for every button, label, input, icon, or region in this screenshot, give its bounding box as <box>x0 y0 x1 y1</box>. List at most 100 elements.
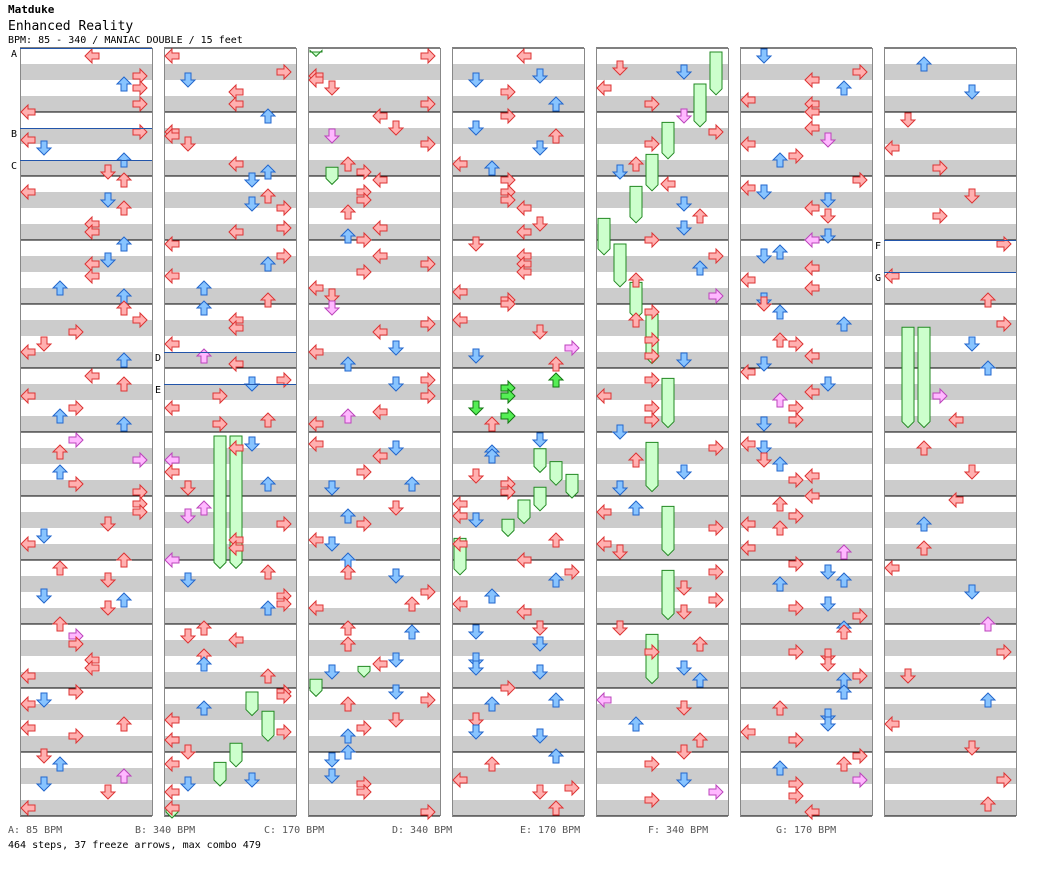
step-arrow <box>483 588 501 604</box>
beat-stripe <box>884 256 1016 272</box>
step-arrow <box>740 723 756 741</box>
step-arrow <box>115 300 133 316</box>
beat-stripe <box>884 608 1016 624</box>
step-arrow <box>564 779 580 797</box>
bpm-marker-e: E <box>155 385 161 396</box>
step-arrow <box>195 500 213 516</box>
step-arrow <box>99 192 117 208</box>
step-arrow <box>372 107 388 125</box>
step-arrow <box>788 731 804 749</box>
step-arrow <box>323 288 341 304</box>
step-arrow <box>467 468 485 484</box>
step-arrow <box>979 360 997 376</box>
step-arrow <box>963 464 981 480</box>
step-arrow <box>835 544 853 560</box>
step-arrow <box>452 595 468 613</box>
step-arrow <box>708 439 724 457</box>
step-arrow <box>771 760 789 776</box>
beat-stripe <box>596 800 728 816</box>
step-arrow <box>99 600 117 616</box>
step-arrow <box>771 332 789 348</box>
beat-stripe <box>884 288 1016 304</box>
step-arrow <box>675 108 693 124</box>
freeze-arrow <box>645 441 659 493</box>
beat-stripe <box>20 288 152 304</box>
beat-stripe <box>20 384 152 400</box>
beat-stripe <box>164 128 296 144</box>
step-arrow <box>323 300 341 316</box>
step-arrow <box>372 219 388 237</box>
step-arrow <box>740 515 756 533</box>
step-arrow <box>356 231 372 249</box>
step-arrow <box>452 311 468 329</box>
step-arrow <box>51 464 69 480</box>
song-title: Enhanced Reality <box>8 19 134 34</box>
step-arrow <box>547 128 565 144</box>
step-arrow <box>35 336 53 352</box>
step-arrow <box>164 755 180 773</box>
step-arrow <box>99 164 117 180</box>
freeze-arrow <box>213 761 227 787</box>
step-arrow <box>51 444 69 460</box>
beat-stripe <box>308 384 440 400</box>
bpm-marker-g: G <box>875 273 881 284</box>
step-arrow <box>996 643 1012 661</box>
step-arrow <box>483 416 501 432</box>
beat-stripe <box>20 160 152 176</box>
step-arrow <box>228 439 244 457</box>
freeze-arrow <box>309 49 323 58</box>
beat-stripe <box>740 224 872 240</box>
step-arrow <box>755 184 773 200</box>
beat-stripe <box>740 736 872 752</box>
step-arrow <box>804 279 820 297</box>
beat-stripe <box>20 544 152 560</box>
beat-stripe <box>452 96 584 112</box>
beat-stripe <box>740 608 872 624</box>
step-arrow <box>644 231 660 249</box>
step-arrow <box>788 507 804 525</box>
step-arrow <box>387 652 405 668</box>
beat-stripe <box>596 608 728 624</box>
step-arrow <box>627 452 645 468</box>
beat-stripe <box>308 416 440 432</box>
step-arrow <box>339 204 357 220</box>
step-arrow <box>932 207 948 225</box>
step-arrow <box>339 620 357 636</box>
step-arrow <box>660 175 676 193</box>
step-arrow <box>771 456 789 472</box>
step-arrow <box>339 636 357 652</box>
beat-stripe <box>596 736 728 752</box>
step-arrow <box>564 339 580 357</box>
step-arrow <box>68 683 84 701</box>
beat-stripe <box>308 800 440 816</box>
step-arrow <box>228 319 244 337</box>
step-arrow <box>20 719 36 737</box>
step-arrow <box>308 415 324 433</box>
step-arrow <box>819 716 837 732</box>
beat-stripe <box>452 576 584 592</box>
step-arrow <box>788 643 804 661</box>
beat-stripe <box>884 576 1016 592</box>
step-arrow <box>852 63 868 81</box>
beat-stripe <box>164 256 296 272</box>
step-arrow <box>164 731 180 749</box>
beat-stripe <box>20 352 152 368</box>
step-arrow <box>644 331 660 349</box>
beat-stripe <box>164 192 296 208</box>
step-arrow <box>68 399 84 417</box>
freeze-arrow <box>245 691 259 717</box>
step-arrow <box>323 128 341 144</box>
step-arrow <box>627 716 645 732</box>
step-arrow <box>387 440 405 456</box>
step-arrow <box>115 376 133 392</box>
step-arrow <box>259 164 277 180</box>
step-arrow <box>467 72 485 88</box>
step-arrow <box>564 563 580 581</box>
beat-stripe <box>884 384 1016 400</box>
step-arrow <box>804 119 820 137</box>
step-arrow <box>35 692 53 708</box>
beat-stripe <box>740 128 872 144</box>
step-arrow <box>259 256 277 272</box>
freeze-arrow <box>309 678 323 698</box>
step-arrow <box>20 343 36 361</box>
